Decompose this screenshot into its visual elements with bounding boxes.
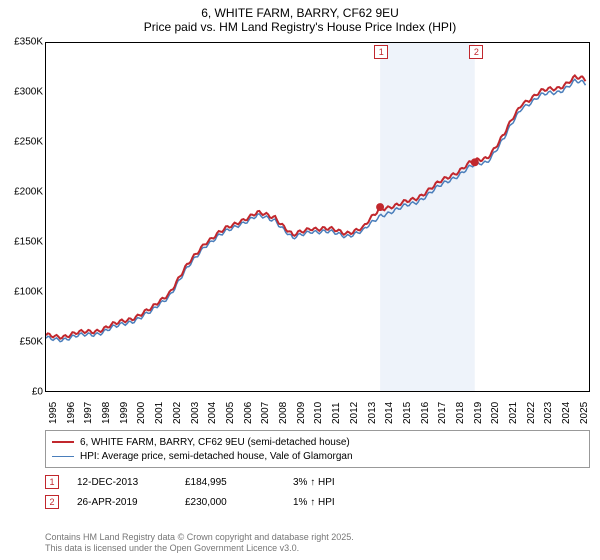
sale-delta-2: 1% ↑ HPI (293, 497, 383, 508)
x-tick-label: 1997 (83, 402, 94, 424)
x-tick-label: 2020 (490, 402, 501, 424)
x-tick-label: 2003 (190, 402, 201, 424)
sales-row-2: 2 26-APR-2019 £230,000 1% ↑ HPI (45, 492, 590, 512)
chart-marker-2: 2 (469, 45, 483, 59)
x-tick-label: 1999 (119, 402, 130, 424)
x-tick-label: 2002 (172, 402, 183, 424)
x-tick-label: 1996 (66, 402, 77, 424)
x-tick-label: 2012 (349, 402, 360, 424)
footnote-line-1: Contains HM Land Registry data © Crown c… (45, 532, 354, 543)
y-tick-label: £350K (14, 37, 43, 48)
x-tick-label: 2015 (402, 402, 413, 424)
x-tick-label: 2005 (225, 402, 236, 424)
y-tick-label: £150K (14, 237, 43, 248)
x-tick-label: 2007 (260, 402, 271, 424)
x-tick-label: 2014 (384, 402, 395, 424)
x-tick-label: 2024 (561, 402, 572, 424)
footnote-line-2: This data is licensed under the Open Gov… (45, 543, 354, 554)
x-tick-label: 2025 (579, 402, 590, 424)
sale-delta-1: 3% ↑ HPI (293, 477, 383, 488)
x-tick-label: 2009 (296, 402, 307, 424)
x-tick-label: 2023 (543, 402, 554, 424)
sale-marker-2: 2 (45, 495, 59, 509)
sales-table: 1 12-DEC-2013 £184,995 3% ↑ HPI 2 26-APR… (45, 472, 590, 512)
y-tick-label: £300K (14, 87, 43, 98)
x-tick-label: 2000 (136, 402, 147, 424)
x-tick-label: 2013 (367, 402, 378, 424)
x-tick-label: 2010 (313, 402, 324, 424)
x-tick-label: 1998 (101, 402, 112, 424)
x-tick-label: 1995 (48, 402, 59, 424)
x-tick-label: 2011 (331, 402, 342, 424)
x-tick-label: 2019 (473, 402, 484, 424)
x-tick-label: 2022 (526, 402, 537, 424)
x-tick-label: 2001 (154, 402, 165, 424)
sale-marker-1: 1 (45, 475, 59, 489)
x-tick-label: 2018 (455, 402, 466, 424)
legend-swatch-hpi (52, 456, 74, 457)
x-tick-label: 2021 (508, 402, 519, 424)
footnote: Contains HM Land Registry data © Crown c… (45, 532, 354, 555)
y-tick-label: £250K (14, 137, 43, 148)
x-tick-label: 2004 (207, 402, 218, 424)
legend-label-hpi: HPI: Average price, semi-detached house,… (80, 451, 353, 462)
title-line-1: 6, WHITE FARM, BARRY, CF62 9EU (0, 6, 600, 20)
y-tick-label: £200K (14, 187, 43, 198)
chart-svg (46, 43, 589, 391)
legend-box: 6, WHITE FARM, BARRY, CF62 9EU (semi-det… (45, 430, 590, 468)
sale-price-1: £184,995 (185, 477, 275, 488)
sale-date-2: 26-APR-2019 (77, 497, 167, 508)
x-tick-label: 2006 (243, 402, 254, 424)
legend-row-hpi: HPI: Average price, semi-detached house,… (52, 449, 583, 463)
y-tick-label: £0 (32, 387, 43, 398)
y-tick-label: £50K (20, 337, 43, 348)
y-tick-label: £100K (14, 287, 43, 298)
legend-label-price: 6, WHITE FARM, BARRY, CF62 9EU (semi-det… (80, 437, 350, 448)
legend-row-price: 6, WHITE FARM, BARRY, CF62 9EU (semi-det… (52, 435, 583, 449)
x-tick-label: 2017 (437, 402, 448, 424)
chart-plot-area: 12 (45, 42, 590, 392)
sale-date-1: 12-DEC-2013 (77, 477, 167, 488)
chart-marker-1: 1 (374, 45, 388, 59)
sale-price-2: £230,000 (185, 497, 275, 508)
x-tick-label: 2008 (278, 402, 289, 424)
chart-title: 6, WHITE FARM, BARRY, CF62 9EU Price pai… (0, 0, 600, 36)
legend-swatch-price (52, 441, 74, 443)
x-tick-label: 2016 (420, 402, 431, 424)
title-line-2: Price paid vs. HM Land Registry's House … (0, 20, 600, 34)
sales-row-1: 1 12-DEC-2013 £184,995 3% ↑ HPI (45, 472, 590, 492)
